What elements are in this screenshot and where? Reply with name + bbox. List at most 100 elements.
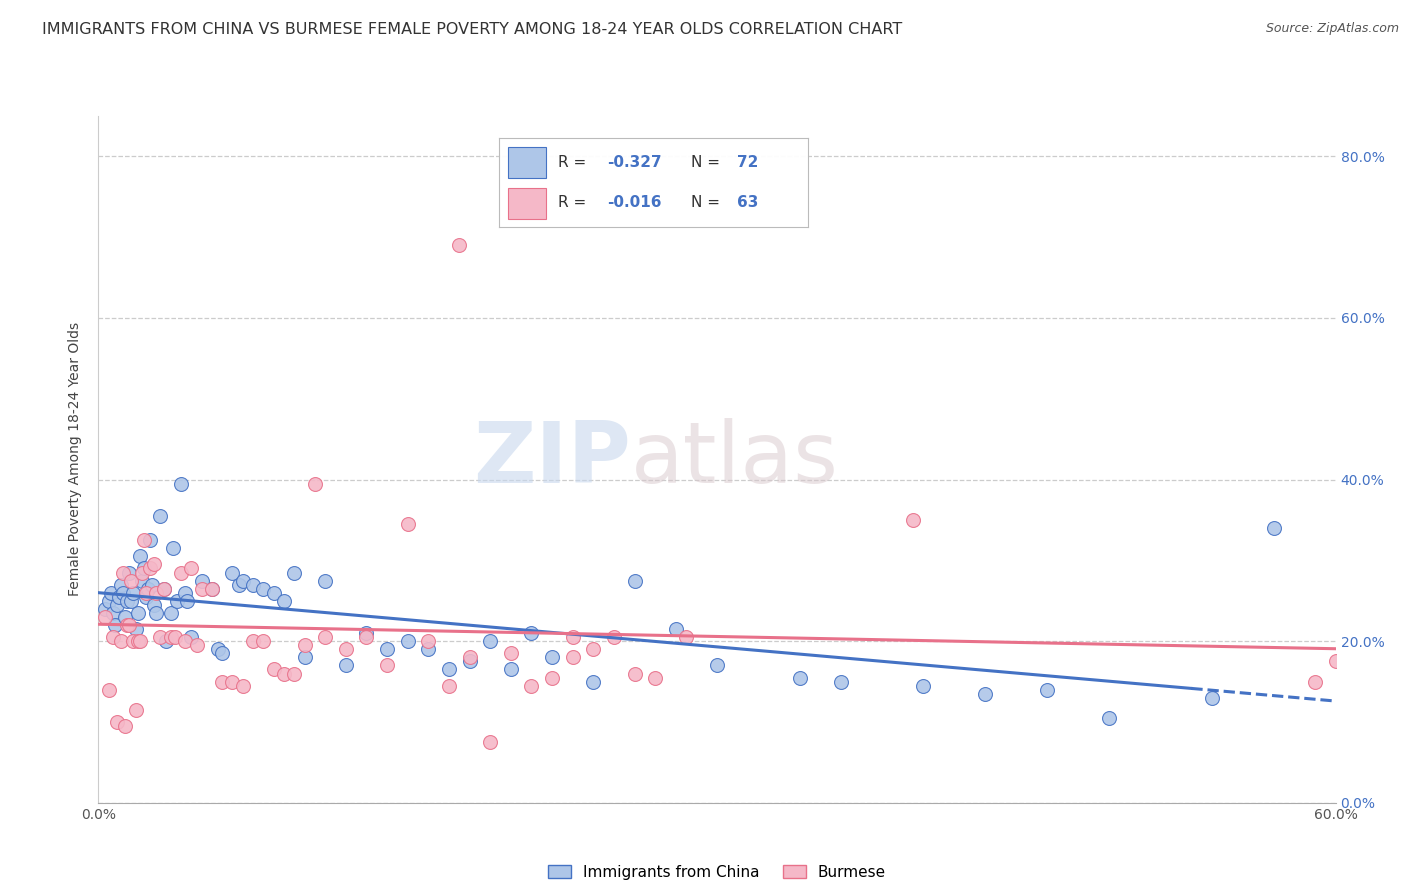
Point (273, 666, 295, 681)
Point (149, 630, 172, 644)
Text: ZIP: ZIP (472, 417, 630, 501)
Point (789, 671, 811, 685)
Point (1303, 674, 1326, 689)
Point (117, 594, 139, 608)
Point (479, 735, 502, 749)
Point (458, 654, 481, 668)
Point (499, 663, 522, 677)
Point (132, 561, 155, 575)
Point (356, 630, 378, 644)
Point (449, 238, 471, 252)
Text: 72: 72 (737, 155, 759, 169)
Point (149, 508, 172, 523)
Point (170, 476, 193, 491)
Point (479, 634, 502, 648)
Point (104, 618, 127, 632)
Point (242, 634, 264, 648)
Point (201, 582, 224, 596)
Point (232, 574, 254, 588)
Point (155, 634, 177, 648)
Point (356, 626, 378, 640)
Point (153, 582, 176, 596)
Point (396, 634, 419, 648)
Point (901, 513, 924, 527)
Point (120, 574, 142, 588)
Point (139, 533, 162, 548)
Point (153, 582, 176, 596)
Text: N =: N = (690, 195, 724, 210)
Point (163, 630, 186, 644)
Point (623, 574, 645, 588)
Point (159, 630, 181, 644)
Point (118, 566, 141, 580)
Point (418, 642, 440, 657)
Point (603, 630, 626, 644)
Point (211, 646, 233, 660)
Point (108, 590, 131, 604)
Point (335, 658, 357, 673)
Point (132, 533, 155, 548)
Point (314, 574, 336, 588)
Point (304, 476, 326, 491)
Point (561, 650, 583, 665)
Point (418, 634, 440, 648)
Point (174, 634, 197, 648)
Point (141, 577, 163, 591)
Point (159, 606, 181, 620)
Point (242, 577, 264, 591)
Point (912, 679, 935, 693)
Point (283, 666, 305, 681)
Point (252, 582, 274, 596)
Point (110, 634, 132, 648)
Point (114, 610, 136, 624)
Point (128, 634, 150, 648)
Text: -0.016: -0.016 (607, 195, 662, 210)
Point (186, 638, 208, 652)
Point (114, 719, 136, 733)
Point (131, 566, 153, 580)
Point (120, 594, 142, 608)
Point (520, 679, 543, 693)
Point (127, 634, 149, 648)
Point (294, 638, 316, 652)
Point (112, 585, 135, 599)
Point (675, 630, 697, 644)
Point (128, 549, 150, 564)
Point (139, 561, 162, 575)
Point (221, 674, 243, 689)
Point (105, 598, 128, 612)
Point (228, 577, 250, 591)
FancyBboxPatch shape (509, 147, 546, 178)
Point (582, 674, 605, 689)
Point (122, 634, 145, 648)
Point (211, 674, 233, 689)
Point (97, 594, 120, 608)
Point (541, 671, 564, 685)
Point (101, 606, 124, 620)
Text: R =: R = (558, 195, 591, 210)
Point (93, 602, 115, 616)
Point (145, 606, 167, 620)
Point (263, 585, 285, 599)
Point (97, 682, 120, 697)
Text: atlas: atlas (630, 417, 838, 501)
Point (101, 630, 124, 644)
FancyBboxPatch shape (509, 188, 546, 219)
Point (170, 566, 193, 580)
Point (232, 679, 254, 693)
Point (135, 585, 157, 599)
Point (166, 594, 188, 608)
Point (706, 658, 728, 673)
Point (190, 582, 212, 596)
Point (162, 541, 184, 556)
Point (112, 566, 135, 580)
Point (458, 650, 481, 665)
Point (263, 663, 285, 677)
Point (127, 606, 149, 620)
Point (1324, 654, 1347, 668)
Point (180, 561, 202, 575)
Point (100, 585, 122, 599)
Point (1263, 521, 1285, 535)
Point (105, 714, 128, 729)
Point (437, 663, 460, 677)
